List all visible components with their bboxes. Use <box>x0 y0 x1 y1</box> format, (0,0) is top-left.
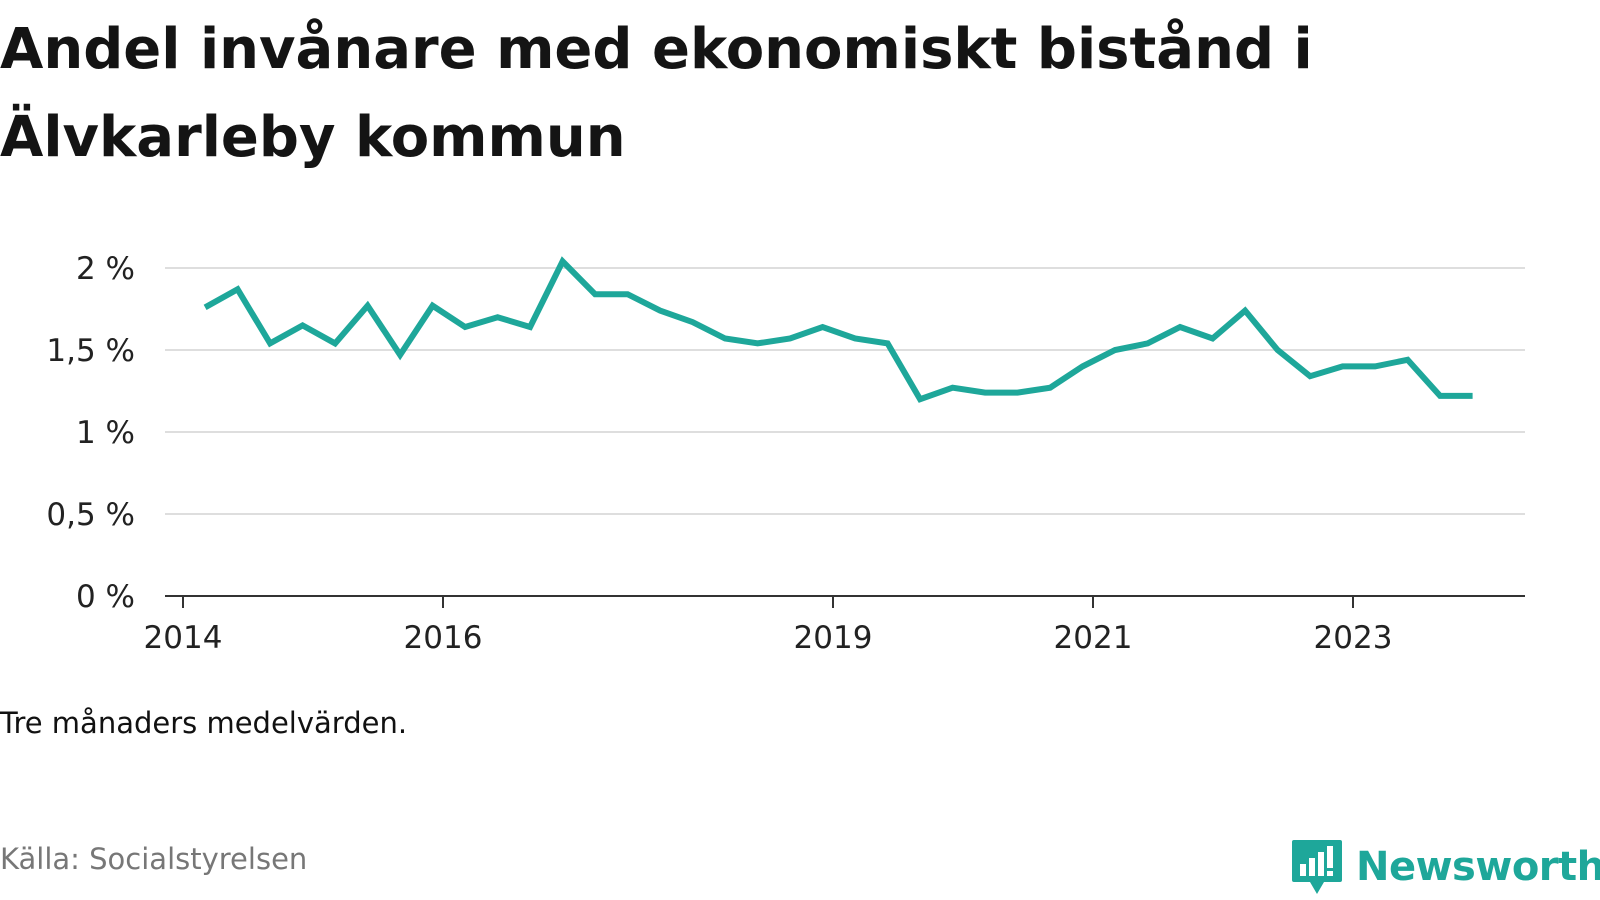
x-tick-label: 2019 <box>794 620 873 656</box>
chart-svg: 0 % 0,5 % 1 % 1,5 % 2 % 2014 2016 2019 2021 2023 <box>46 251 1525 656</box>
data-point <box>787 336 793 342</box>
y-axis-labels: 0 % 0,5 % 1 % 1,5 % 2 % <box>46 251 135 615</box>
data-point <box>950 385 956 391</box>
data-point <box>1275 347 1281 353</box>
data-point <box>397 352 403 358</box>
data-point <box>722 336 728 342</box>
data-point <box>1015 390 1021 396</box>
data-point <box>1112 347 1118 353</box>
data-point <box>1307 373 1313 379</box>
x-tick-label: 2016 <box>404 620 483 656</box>
series-line <box>203 256 1473 403</box>
data-point <box>625 291 631 297</box>
data-point <box>1210 336 1216 342</box>
data-point <box>1242 308 1248 314</box>
y-tick-label: 1,5 % <box>46 333 135 369</box>
data-point <box>917 396 923 402</box>
data-point <box>1047 385 1053 391</box>
data-point <box>1437 393 1443 399</box>
data-point <box>332 340 338 346</box>
data-point <box>560 258 566 264</box>
data-point <box>365 303 371 309</box>
series-line-group <box>202 256 1476 403</box>
source-text: Källa: Socialstyrelsen <box>0 842 308 876</box>
data-point <box>495 314 501 320</box>
data-point <box>657 308 663 314</box>
data-point <box>1470 393 1476 399</box>
data-point <box>527 324 533 330</box>
data-point <box>885 340 891 346</box>
x-tick-label: 2014 <box>144 620 223 656</box>
y-tick-label: 1 % <box>76 415 135 451</box>
data-point <box>690 319 696 325</box>
data-point <box>1177 324 1183 330</box>
line-chart: 0 % 0,5 % 1 % 1,5 % 2 % 2014 2016 2019 2021 2023 <box>0 240 1600 680</box>
data-point <box>852 336 858 342</box>
gridlines <box>165 267 1525 515</box>
x-axis: 2014 2016 2019 2021 2023 <box>144 595 1525 656</box>
chart-title: Andel invånare med ekonomiskt bistånd i … <box>0 17 1313 170</box>
data-point <box>202 304 208 310</box>
y-tick-label: 2 % <box>76 251 135 287</box>
data-point <box>300 322 306 328</box>
data-point <box>1372 363 1378 369</box>
y-tick-label: 0,5 % <box>46 497 135 533</box>
chart-note: Tre månaders medelvärden. <box>0 706 408 740</box>
newsworthy-logo-icon <box>1292 840 1342 894</box>
brand-logo: Newsworthy <box>1290 838 1600 896</box>
x-tick-label: 2021 <box>1054 620 1133 656</box>
data-point <box>1080 363 1086 369</box>
brand-name: Newsworthy <box>1356 844 1600 890</box>
data-point <box>755 340 761 346</box>
data-point <box>235 286 241 292</box>
data-point <box>1145 340 1151 346</box>
y-tick-label: 0 % <box>76 579 135 615</box>
data-point <box>1340 363 1346 369</box>
x-tick-label: 2023 <box>1314 620 1393 656</box>
data-point <box>1405 357 1411 363</box>
data-point <box>267 340 273 346</box>
data-point <box>430 303 436 309</box>
data-point <box>592 291 598 297</box>
data-point <box>982 390 988 396</box>
data-point <box>820 324 826 330</box>
data-point <box>462 324 468 330</box>
